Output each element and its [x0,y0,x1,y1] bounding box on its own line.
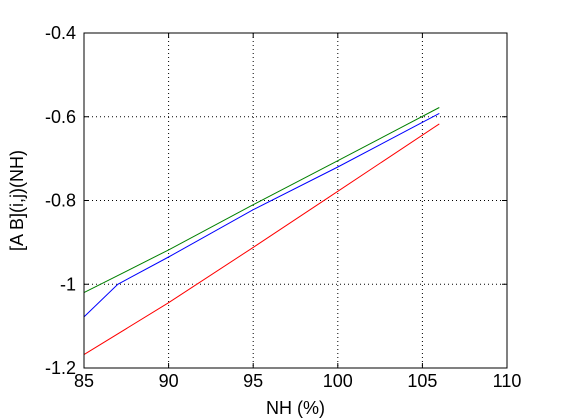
grid-lines [84,33,507,368]
series-line-1 [83,107,440,294]
y-tick-label: -1.2 [45,358,76,378]
axis-ticks [83,32,508,369]
x-tick-labels: 85 90 95 100 105 110 [74,371,521,391]
y-tick-labels: -1.2 -1 -0.8 -0.6 -0.4 [45,23,76,378]
y-tick-label: -0.4 [45,23,76,43]
y-tick-label: -0.8 [45,191,76,211]
x-tick-label: 95 [243,371,263,391]
x-axis-label: NH (%) [266,398,325,418]
series-line-3 [83,123,440,356]
y-tick-label: -1 [60,274,76,294]
series-line-2 [83,112,440,318]
y-tick-label: -0.6 [45,107,76,127]
series-lines [83,107,440,356]
x-tick-label: 85 [74,371,94,391]
x-tick-label: 110 [493,371,522,391]
x-tick-label: 100 [323,371,353,391]
x-tick-label: 90 [159,371,179,391]
y-axis-label: [A B](i,j)(NH) [7,150,27,251]
x-tick-label: 105 [407,371,437,391]
